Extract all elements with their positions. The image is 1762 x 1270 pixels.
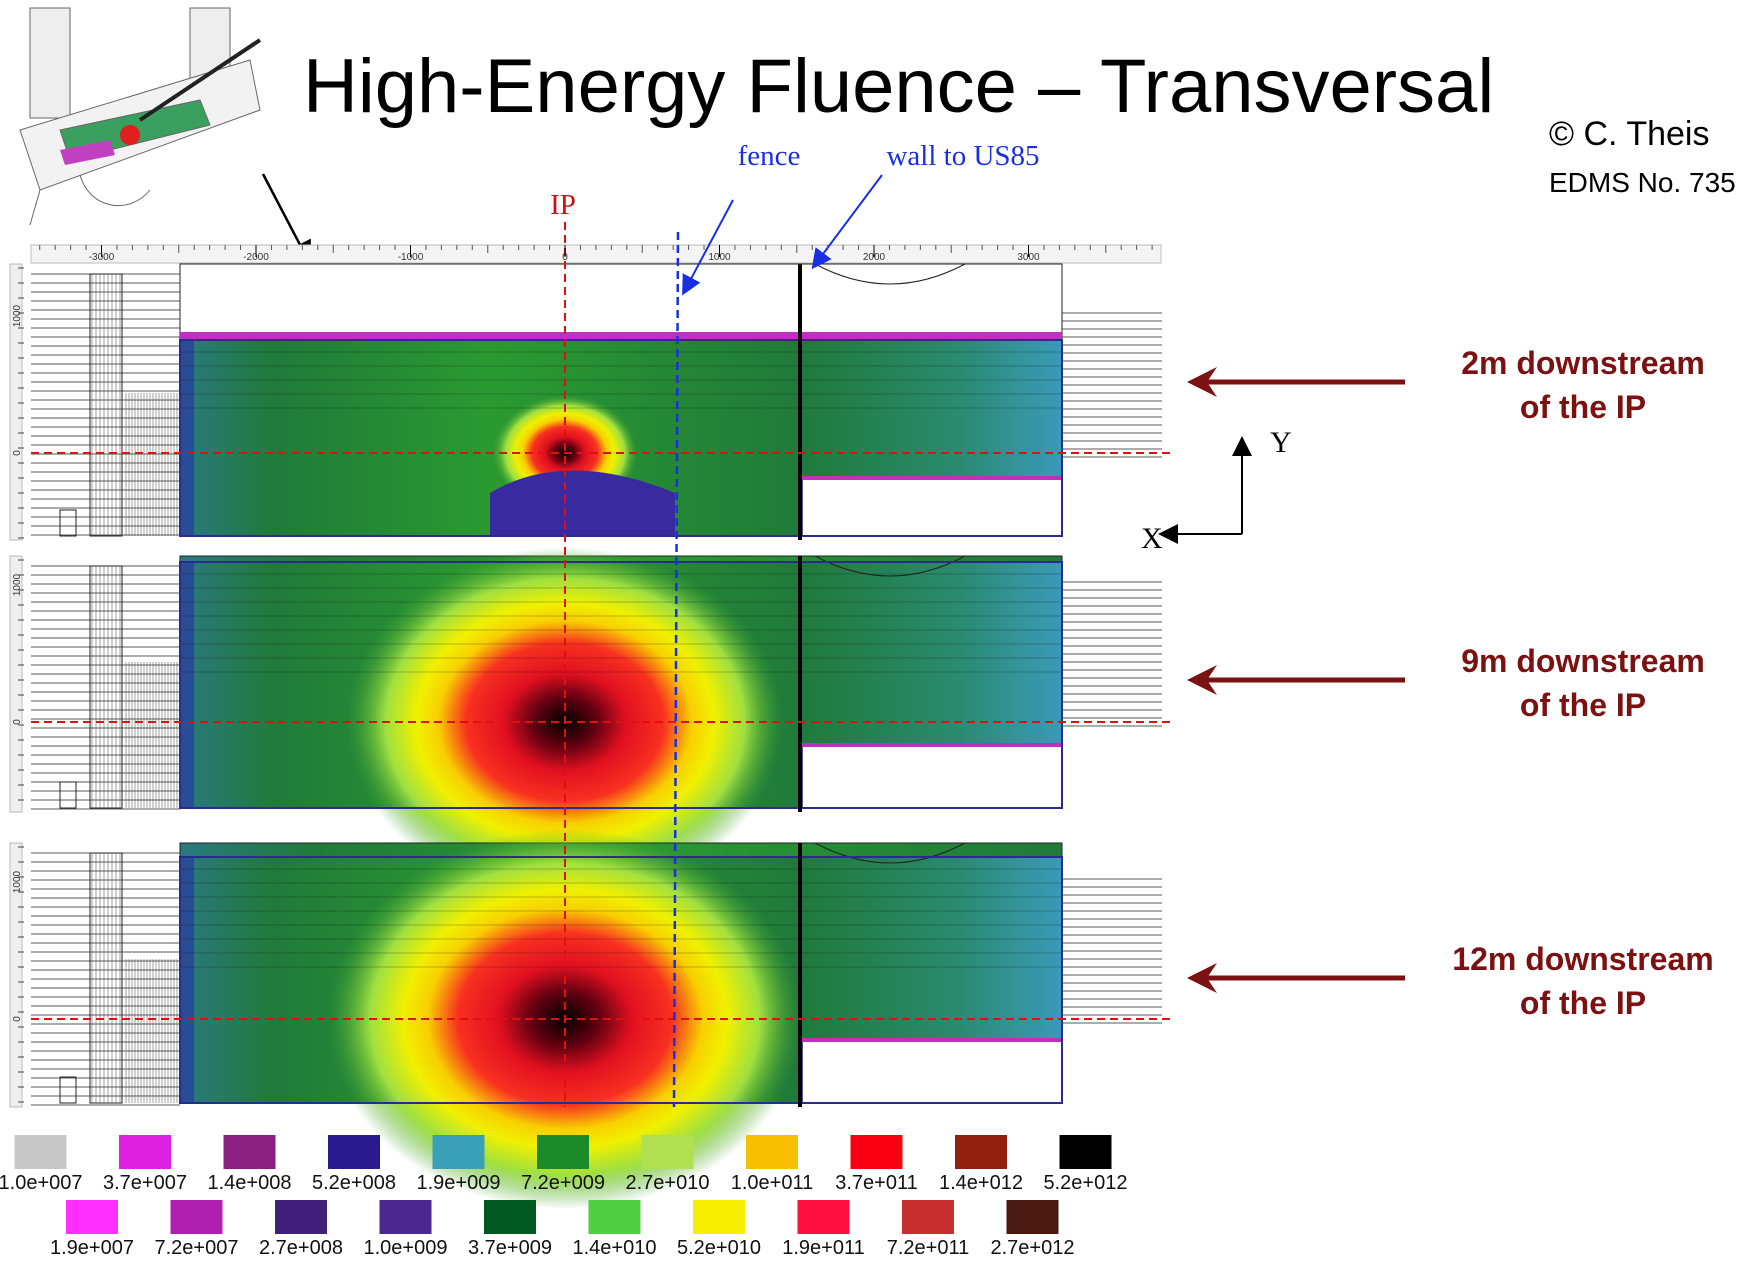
- legend-label: 7.2e+007: [155, 1237, 239, 1259]
- legend-swatch: [328, 1135, 380, 1169]
- legend-swatch: [15, 1135, 67, 1169]
- ruler-tick-label: -2000: [243, 252, 269, 263]
- y-tick-label: 1000: [12, 573, 23, 596]
- legend-label: 1.0e+007: [0, 1172, 82, 1194]
- ruler-tick-label: -1000: [398, 252, 424, 263]
- y-tick-label: 1000: [12, 304, 23, 327]
- legend-swatch: [589, 1200, 641, 1234]
- slide: High-Energy Fluence – Transversal © C. T…: [0, 0, 1762, 1270]
- credit: © C. Theis: [1549, 115, 1709, 153]
- row-label: 12m downstream: [1452, 941, 1713, 977]
- ruler-tick-label: 2000: [863, 252, 886, 263]
- panels: 1000 0 1000 0 1000 0: [10, 264, 1162, 1209]
- legend-label: 3.7e+009: [468, 1237, 552, 1259]
- legend-label: 1.4e+008: [208, 1172, 292, 1194]
- white-box: [802, 1040, 1062, 1103]
- y-tick-label: 0: [12, 450, 23, 456]
- legend-label: 1.4e+010: [573, 1237, 657, 1259]
- legend-swatch: [537, 1135, 589, 1169]
- slide-canvas: High-Energy Fluence – Transversal © C. T…: [0, 0, 1762, 1270]
- legend-swatch: [798, 1200, 850, 1234]
- legend-label: 1.0e+011: [731, 1172, 814, 1194]
- x-axis-label: X: [1141, 522, 1163, 555]
- fence-label: fence: [738, 140, 801, 172]
- legend-label: 1.9e+007: [50, 1237, 134, 1259]
- geometry-box: [60, 1077, 76, 1103]
- credit: EDMS No. 735: [1549, 167, 1736, 198]
- legend-swatch: [484, 1200, 536, 1234]
- legend-label: 2.7e+008: [259, 1237, 343, 1259]
- legend-swatch: [275, 1200, 327, 1234]
- row-label: 2m downstream: [1461, 345, 1705, 381]
- page: Slide {"title": "High-Energy Fluence \u2…: [0, 0, 1762, 1270]
- y-axis-label: Y: [1270, 426, 1292, 459]
- white-box: [802, 745, 1062, 808]
- legend-swatch: [1007, 1200, 1059, 1234]
- legend-label: 7.2e+009: [521, 1172, 605, 1194]
- legend-swatch: [66, 1200, 118, 1234]
- legend-swatch: [902, 1200, 954, 1234]
- legend-label: 5.2e+012: [1044, 1172, 1128, 1194]
- legend-label: 2.7e+012: [991, 1237, 1075, 1259]
- geometry-column: [90, 274, 122, 536]
- legend-swatch: [433, 1135, 485, 1169]
- legend-swatch: [1060, 1135, 1112, 1169]
- legend-swatch: [746, 1135, 798, 1169]
- y-tick-label: 0: [12, 719, 23, 725]
- heatmap-top-region: [180, 264, 1062, 340]
- legend-swatch: [693, 1200, 745, 1234]
- heatmap-edge: [180, 340, 194, 536]
- heatmap-edge: [180, 562, 194, 808]
- row-label: 9m downstream: [1461, 643, 1705, 679]
- ruler-tick-label: -3000: [89, 252, 115, 263]
- heatmap-band: [180, 332, 1062, 340]
- legend-label: 2.7e+010: [626, 1172, 710, 1194]
- ruler-tick-label: 0: [562, 252, 568, 263]
- legend-swatch: [955, 1135, 1007, 1169]
- legend-label: 1.0e+009: [364, 1237, 448, 1259]
- legend-swatch: [851, 1135, 903, 1169]
- ip-label: IP: [550, 189, 576, 221]
- legend-label: 1.9e+009: [417, 1172, 501, 1194]
- legend-label: 1.4e+012: [939, 1172, 1023, 1194]
- legend-swatch: [224, 1135, 276, 1169]
- row-label: of the IP: [1520, 687, 1646, 723]
- legend-label: 7.2e+011: [887, 1237, 970, 1259]
- white-box: [802, 478, 1062, 536]
- geometry-sketch: [20, 8, 260, 225]
- geometry-box: [60, 510, 76, 536]
- fluence-panel: 1000 0: [10, 264, 1162, 540]
- geometry-box: [60, 782, 76, 808]
- legend-label: 1.9e+011: [782, 1237, 865, 1259]
- legend-swatch: [380, 1200, 432, 1234]
- heatmap-edge: [180, 857, 194, 1103]
- legend-swatch: [642, 1135, 694, 1169]
- row-label: of the IP: [1520, 389, 1646, 425]
- geometry-column: [90, 853, 122, 1103]
- slide-title: High-Energy Fluence – Transversal: [303, 44, 1494, 129]
- row-label: of the IP: [1520, 985, 1646, 1021]
- legend-swatch: [171, 1200, 223, 1234]
- wall-label: wall to US85: [886, 140, 1039, 172]
- legend-label: 3.7e+007: [103, 1172, 187, 1194]
- legend-label: 3.7e+011: [835, 1172, 918, 1194]
- y-tick-label: 1000: [12, 870, 23, 893]
- ruler-tick-label: 3000: [1017, 252, 1040, 263]
- legend-label: 5.2e+010: [677, 1237, 761, 1259]
- y-tick-label: 0: [12, 1016, 23, 1022]
- legend-label: 5.2e+008: [312, 1172, 396, 1194]
- ruler-tick-label: 1000: [708, 252, 731, 263]
- legend-swatch: [119, 1135, 171, 1169]
